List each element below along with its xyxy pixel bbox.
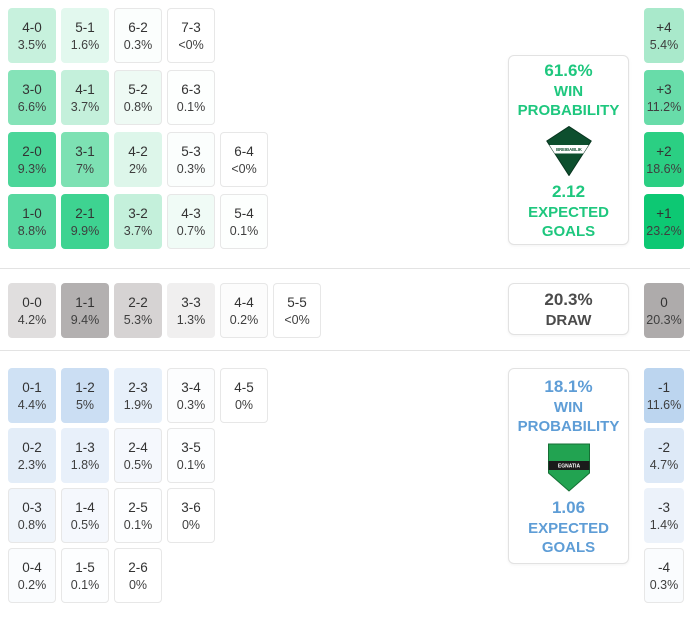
score-cell: 5-1 1.6% [61,8,109,63]
score-grid: 0-1 4.4% 1-2 5% 2-3 1.9% 3-4 0.3% 4-5 0% 0-2 2.3% 1-… [8,368,268,603]
score-cell: 7-3 <0% [167,8,215,63]
away-win-section: 0-1 4.4% 1-2 5% 2-3 1.9% 3-4 0.3% 4-5 0% 0-2 2.3% 1-… [8,368,684,603]
draw-section: 0-0 4.2% 1-1 9.4% 2-2 5.3% 3-3 1.3% 4-4 0.2% 5-5 <0… [8,283,684,338]
away-team-name: EGNATIA [557,463,580,469]
goal-diff-cell: +2 18.6% [644,132,684,187]
score-cell: 2-0 9.3% [8,132,56,187]
goal-diff-cell: -3 1.4% [644,488,684,543]
score-cell: 0-4 0.2% [8,548,56,603]
score-row: 0-0 4.2% 1-1 9.4% 2-2 5.3% 3-3 1.3% 4-4 0.2% 5-5 <0… [8,283,321,338]
score-cell: 4-4 0.2% [220,283,268,338]
goal-diff-cell: -1 11.6% [644,368,684,423]
score-cell: 1-2 5% [61,368,109,423]
egnatia-crest-icon: EGNATIA [547,443,590,492]
home-win-probability-value: 61.6% [544,60,593,80]
score-cell: 4-0 3.5% [8,8,56,63]
score-cell: 3-4 0.3% [167,368,215,423]
score-cell: 2-4 0.5% [114,428,162,483]
away-win-panel: 18.1% WIN PROBABILITY EGNATIA 1.06 EXPEC… [508,368,629,564]
draw-panel: 20.3% DRAW [508,283,629,335]
score-cell: 3-0 6.6% [8,70,56,125]
score-cell: 3-3 1.3% [167,283,215,338]
score-cell: 2-3 1.9% [114,368,162,423]
home-win-panel: 61.6% WIN PROBABILITY BREIÐABLIK 2.12 EX… [508,55,629,245]
goal-diff-column: -1 11.6% -2 4.7% -3 1.4% -4 0.3% [644,368,684,603]
score-row: 0-1 4.4% 1-2 5% 2-3 1.9% 3-4 0.3% 4-5 0% [8,368,268,423]
goal-diff-cell: -2 4.7% [644,428,684,483]
draw-label: DRAW [545,311,592,329]
score-cell: 1-5 0.1% [61,548,109,603]
score-cell: 5-4 0.1% [220,194,268,249]
score-cell: 2-5 0.1% [114,488,162,543]
home-team-name: BREIÐABLIK [556,146,582,151]
score-cell: 5-3 0.3% [167,132,215,187]
score-row: 0-4 0.2% 1-5 0.1% 2-6 0% [8,548,268,603]
draw-probability-value: 20.3% [544,289,593,309]
expected-goals-label-line1: EXPECTED [528,203,609,221]
expected-goals-label-line2: GOALS [541,222,596,240]
away-win-probability-value: 18.1% [544,376,593,396]
away-expected-goals-value: 1.06 [551,497,586,517]
score-cell: 2-1 9.9% [61,194,109,249]
score-cell: 6-2 0.3% [114,8,162,63]
score-row: 2-0 9.3% 3-1 7% 4-2 2% 5-3 0.3% 6-4 <0% [8,132,268,187]
goal-diff-column: 0 20.3% [644,283,684,338]
score-cell: 0-2 2.3% [8,428,56,483]
score-row: 1-0 8.8% 2-1 9.9% 3-2 3.7% 4-3 0.7% 5-4 0.1% [8,194,268,249]
goal-diff-cell: +1 23.2% [644,194,684,249]
goal-diff-cell: +3 11.2% [644,70,684,125]
goal-diff-cell: -4 0.3% [644,548,684,603]
score-cell: 1-4 0.5% [61,488,109,543]
score-cell: 6-3 0.1% [167,70,215,125]
score-cell: 2-6 0% [114,548,162,603]
score-cell: 0-0 4.2% [8,283,56,338]
breidablik-crest-icon: BREIÐABLIK [545,125,592,176]
score-cell: 3-2 3.7% [114,194,162,249]
score-cell: 3-5 0.1% [167,428,215,483]
section-divider [0,350,690,351]
expected-goals-label-line2: GOALS [541,538,596,556]
win-probability-label-line2: PROBABILITY [517,101,620,119]
score-cell: 1-1 9.4% [61,283,109,338]
goal-diff-column: +4 5.4% +3 11.2% +2 18.6% +1 23.2% [644,8,684,249]
score-cell: 3-6 0% [167,488,215,543]
win-probability-label-line1: WIN [553,82,584,100]
score-cell: 1-3 1.8% [61,428,109,483]
win-probability-label-line1: WIN [553,398,584,416]
score-cell: 1-0 8.8% [8,194,56,249]
score-cell: 6-4 <0% [220,132,268,187]
score-cell: 2-2 5.3% [114,283,162,338]
goal-diff-cell: +4 5.4% [644,8,684,63]
score-row: 3-0 6.6% 4-1 3.7% 5-2 0.8% 6-3 0.1% [8,70,268,125]
score-grid: 0-0 4.2% 1-1 9.4% 2-2 5.3% 3-3 1.3% 4-4 0.2% 5-5 <0… [8,283,321,338]
score-row: 0-3 0.8% 1-4 0.5% 2-5 0.1% 3-6 0% [8,488,268,543]
score-cell: 5-2 0.8% [114,70,162,125]
score-row: 0-2 2.3% 1-3 1.8% 2-4 0.5% 3-5 0.1% [8,428,268,483]
score-cell: 5-5 <0% [273,283,321,338]
expected-goals-label-line1: EXPECTED [528,519,609,537]
score-cell: 4-5 0% [220,368,268,423]
win-probability-label-line2: PROBABILITY [517,417,620,435]
score-cell: 0-3 0.8% [8,488,56,543]
score-grid: 4-0 3.5% 5-1 1.6% 6-2 0.3% 7-3 <0% 3-0 6.6% 4-1 3.7… [8,8,268,249]
score-cell: 4-1 3.7% [61,70,109,125]
score-cell: 3-1 7% [61,132,109,187]
score-cell: 4-3 0.7% [167,194,215,249]
score-cell: 0-1 4.4% [8,368,56,423]
section-divider [0,268,690,269]
score-cell: 4-2 2% [114,132,162,187]
score-row: 4-0 3.5% 5-1 1.6% 6-2 0.3% 7-3 <0% [8,8,268,63]
home-expected-goals-value: 2.12 [551,181,586,201]
home-win-section: 4-0 3.5% 5-1 1.6% 6-2 0.3% 7-3 <0% 3-0 6.6% 4-1 3.7… [8,8,684,249]
goal-diff-cell: 0 20.3% [644,283,684,338]
